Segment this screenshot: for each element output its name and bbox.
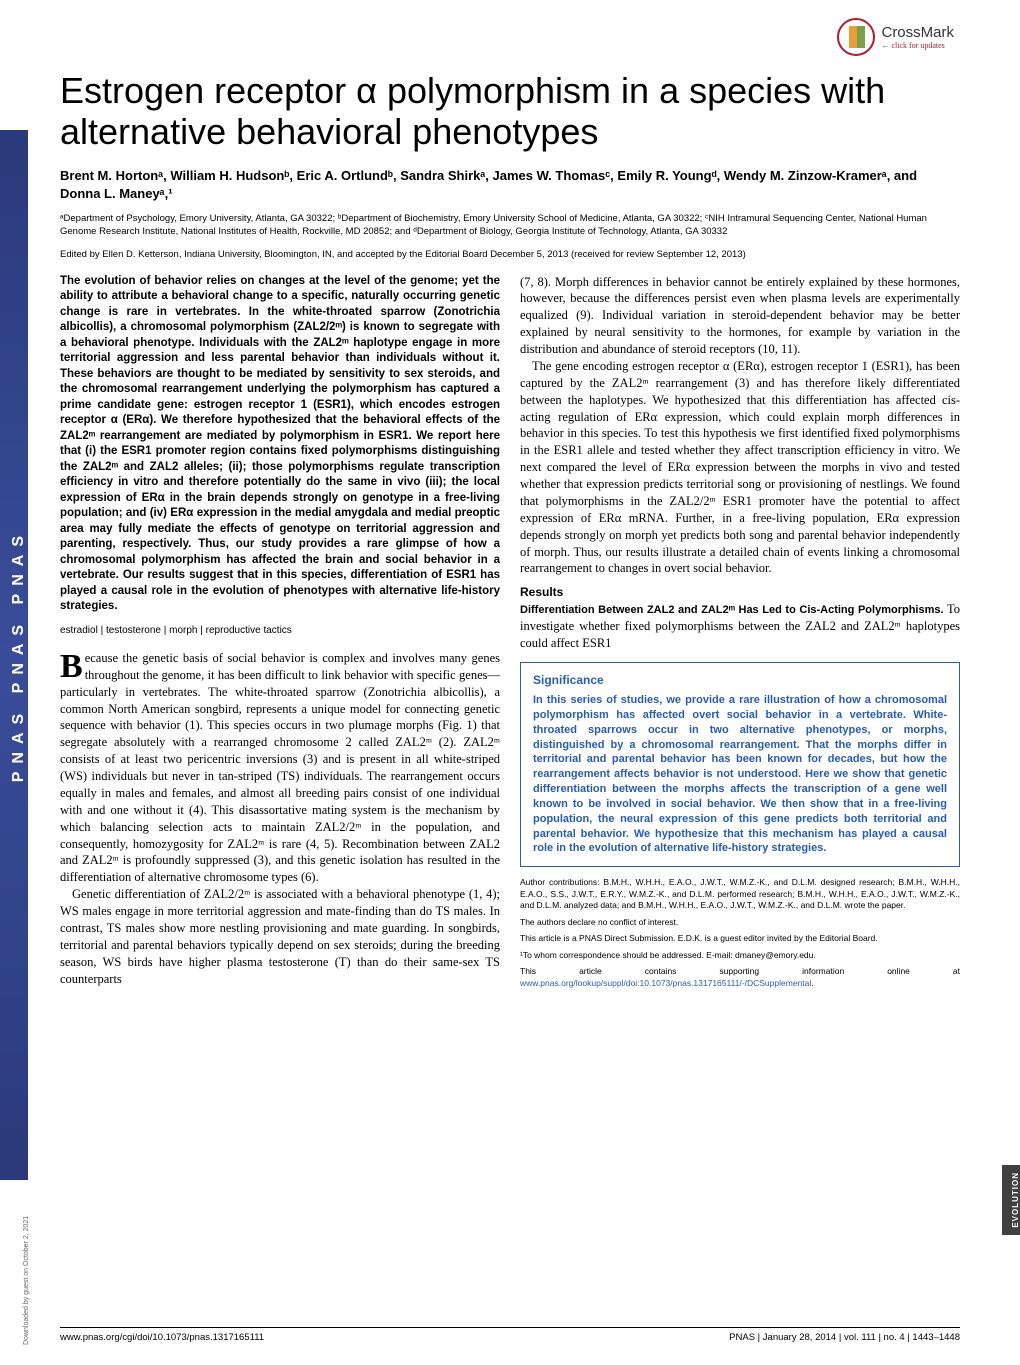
footer-doi: www.pnas.org/cgi/doi/10.1073/pnas.131716… (60, 1332, 264, 1343)
correspondence: ¹To whom correspondence should be addres… (520, 950, 960, 961)
article-title: Estrogen receptor α polymorphism in a sp… (60, 70, 960, 153)
results-intro: Differentiation Between ZAL2 and ZAL2ᵐ H… (520, 601, 960, 652)
significance-body: In this series of studies, we provide a … (533, 693, 947, 856)
footnotes-block: Author contributions: B.M.H., W.H.H., E.… (520, 877, 960, 989)
crossmark-icon (837, 18, 875, 56)
page-footer: www.pnas.org/cgi/doi/10.1073/pnas.131716… (60, 1327, 960, 1343)
col2-para-1: (7, 8). Morph differences in behavior ca… (520, 274, 960, 358)
right-column: (7, 8). Morph differences in behavior ca… (520, 274, 960, 994)
two-column-layout: The evolution of behavior relies on chan… (60, 274, 960, 994)
intro-body: Because the genetic basis of social beha… (60, 650, 500, 988)
crossmark-badge[interactable]: CrossMark ← click for updates (837, 18, 954, 56)
authors-line: Brent M. Hortonᵃ, William H. Hudsonᵇ, Er… (60, 167, 960, 203)
download-watermark: Downloaded by guest on October 2, 2021 (23, 1216, 30, 1345)
evolution-section-tab: EVOLUTION (1002, 1165, 1020, 1235)
dropcap: B (60, 650, 85, 683)
page-content: Estrogen receptor α polymorphism in a sp… (60, 70, 960, 994)
left-column: The evolution of behavior relies on chan… (60, 274, 500, 994)
evolution-tab-label: EVOLUTION (1011, 1172, 1020, 1228)
edited-by-line: Edited by Ellen D. Ketterson, Indiana Un… (60, 249, 960, 262)
col2-para-2: The gene encoding estrogen receptor α (E… (520, 358, 960, 577)
results-heading: Results (520, 585, 960, 599)
intro-para-2: Genetic differentiation of ZAL2/2ᵐ is as… (60, 886, 500, 987)
results-subheading: Differentiation Between ZAL2 and ZAL2ᵐ H… (520, 604, 944, 616)
keywords-line: estradiol | testosterone | morph | repro… (60, 625, 500, 636)
crossmark-sublabel: ← click for updates (881, 41, 954, 50)
significance-box: Significance In this series of studies, … (520, 662, 960, 867)
col2-body: (7, 8). Morph differences in behavior ca… (520, 274, 960, 578)
direct-submission: This article is a PNAS Direct Submission… (520, 933, 960, 944)
significance-title: Significance (533, 673, 947, 687)
conflict-statement: The authors declare no conflict of inter… (520, 917, 960, 928)
supporting-link[interactable]: www.pnas.org/lookup/suppl/doi:10.1073/pn… (520, 978, 811, 988)
intro-para-1: ecause the genetic basis of social behav… (60, 651, 500, 884)
abstract-text: The evolution of behavior relies on chan… (60, 274, 500, 615)
author-contributions: Author contributions: B.M.H., W.H.H., E.… (520, 877, 960, 911)
pnas-stripe-text: PNAS PNAS PNAS (10, 518, 28, 792)
affiliations: ᵃDepartment of Psychology, Emory Univers… (60, 213, 960, 239)
pnas-vertical-stripe: PNAS PNAS PNAS (0, 130, 28, 1180)
footer-citation: PNAS | January 28, 2014 | vol. 111 | no.… (729, 1332, 960, 1343)
crossmark-label: CrossMark (881, 24, 954, 41)
supporting-info: This article contains supporting informa… (520, 966, 960, 989)
